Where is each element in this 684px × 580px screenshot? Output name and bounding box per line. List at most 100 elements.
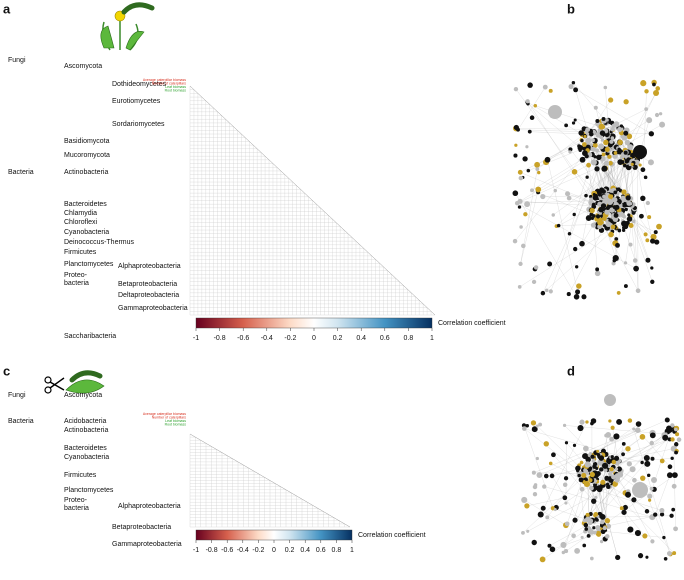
phyl-label: Ascomycota bbox=[64, 392, 102, 399]
network-node bbox=[551, 452, 556, 458]
network-node bbox=[580, 138, 584, 143]
network-node bbox=[653, 89, 660, 96]
network-node bbox=[585, 127, 591, 132]
network-node bbox=[634, 427, 641, 433]
network-node bbox=[676, 437, 682, 442]
network-node bbox=[534, 161, 540, 168]
network-node bbox=[632, 477, 637, 483]
network-node bbox=[639, 434, 646, 440]
network-edge bbox=[566, 442, 645, 537]
network-edge bbox=[544, 486, 653, 518]
network-node bbox=[599, 130, 606, 136]
network-node bbox=[671, 507, 676, 512]
colorbar-tick-label: -0.6 bbox=[237, 335, 249, 342]
network-node bbox=[640, 80, 647, 87]
network-node bbox=[590, 418, 597, 424]
network-node bbox=[614, 467, 619, 471]
network-node bbox=[602, 526, 607, 531]
network-edge bbox=[565, 442, 567, 504]
network-node bbox=[513, 153, 518, 158]
network-node bbox=[580, 535, 584, 539]
network-node bbox=[521, 496, 528, 503]
network-node bbox=[531, 539, 537, 546]
phyl-label: Acidobacteria bbox=[64, 418, 107, 425]
network-edge bbox=[520, 189, 539, 264]
network-node bbox=[586, 533, 591, 538]
network-edge bbox=[547, 149, 571, 160]
network-node bbox=[674, 427, 678, 432]
network-node bbox=[640, 460, 644, 465]
network-node bbox=[547, 543, 552, 548]
network-node bbox=[624, 207, 628, 212]
network-node bbox=[547, 261, 553, 267]
network-node bbox=[622, 163, 627, 168]
network-node bbox=[647, 215, 652, 220]
network-node bbox=[585, 215, 592, 221]
network-node bbox=[675, 432, 680, 437]
network-node bbox=[623, 261, 628, 265]
network-node bbox=[610, 425, 615, 430]
network-node bbox=[645, 238, 650, 243]
trait-label: Leaf biomass bbox=[165, 419, 186, 423]
trait-label: Average caterpillar biomass bbox=[143, 412, 186, 416]
network-node bbox=[516, 127, 520, 132]
network-edge bbox=[553, 161, 627, 216]
network-node bbox=[596, 531, 602, 537]
network-node bbox=[595, 267, 600, 272]
network-node bbox=[659, 512, 665, 517]
network-edge bbox=[673, 448, 676, 529]
network-node bbox=[650, 266, 654, 270]
phyl-label: Bacteroidetes bbox=[64, 201, 107, 208]
network-node bbox=[617, 139, 623, 146]
network-node bbox=[615, 554, 621, 561]
colorbar-tick-label: -0.4 bbox=[261, 335, 273, 342]
panel-label: c bbox=[3, 363, 10, 378]
network-node bbox=[601, 167, 606, 172]
network-node bbox=[610, 455, 614, 459]
network-node bbox=[512, 238, 518, 244]
network-node bbox=[572, 517, 578, 523]
network-node bbox=[548, 461, 553, 466]
network-node bbox=[608, 97, 614, 103]
network-node bbox=[605, 205, 610, 210]
network-node bbox=[540, 290, 546, 296]
network-node bbox=[537, 511, 544, 518]
network-node bbox=[532, 484, 538, 490]
trait-label: Average caterpillar biomass bbox=[143, 78, 186, 82]
network-node bbox=[626, 216, 633, 222]
network-node bbox=[637, 553, 644, 559]
network-node bbox=[564, 549, 569, 554]
network-node bbox=[590, 222, 596, 228]
network-node bbox=[617, 228, 622, 233]
network-node bbox=[525, 145, 529, 149]
phyl-label: Chlamydia bbox=[64, 210, 97, 217]
network-node bbox=[589, 131, 594, 137]
colorbar-tick-label: 0.4 bbox=[300, 547, 310, 554]
network-node bbox=[542, 84, 548, 90]
network-edge bbox=[550, 463, 600, 489]
phyl-label: Chloroflexi bbox=[64, 219, 98, 226]
network-node bbox=[642, 533, 648, 539]
network-node bbox=[617, 126, 623, 133]
network-node bbox=[609, 188, 614, 193]
network-edge bbox=[567, 475, 584, 524]
network-node bbox=[562, 495, 568, 501]
network-node bbox=[605, 482, 610, 487]
network-node bbox=[625, 195, 631, 201]
network-node bbox=[643, 175, 648, 180]
network-edge bbox=[591, 487, 662, 511]
network-node bbox=[575, 289, 581, 295]
network-node bbox=[599, 513, 606, 520]
panel-label: b bbox=[567, 1, 575, 16]
colorbar-tick-label: 1 bbox=[350, 547, 354, 554]
network-node bbox=[524, 201, 531, 208]
network-node bbox=[577, 473, 581, 478]
network-node bbox=[603, 85, 608, 90]
trait-label: Number of caterpillars bbox=[152, 416, 186, 420]
network-node bbox=[535, 167, 540, 172]
network-node bbox=[544, 288, 549, 293]
network-node bbox=[581, 472, 587, 479]
colorbar-tick-label: 0.8 bbox=[404, 335, 414, 342]
network-edge bbox=[556, 152, 632, 227]
